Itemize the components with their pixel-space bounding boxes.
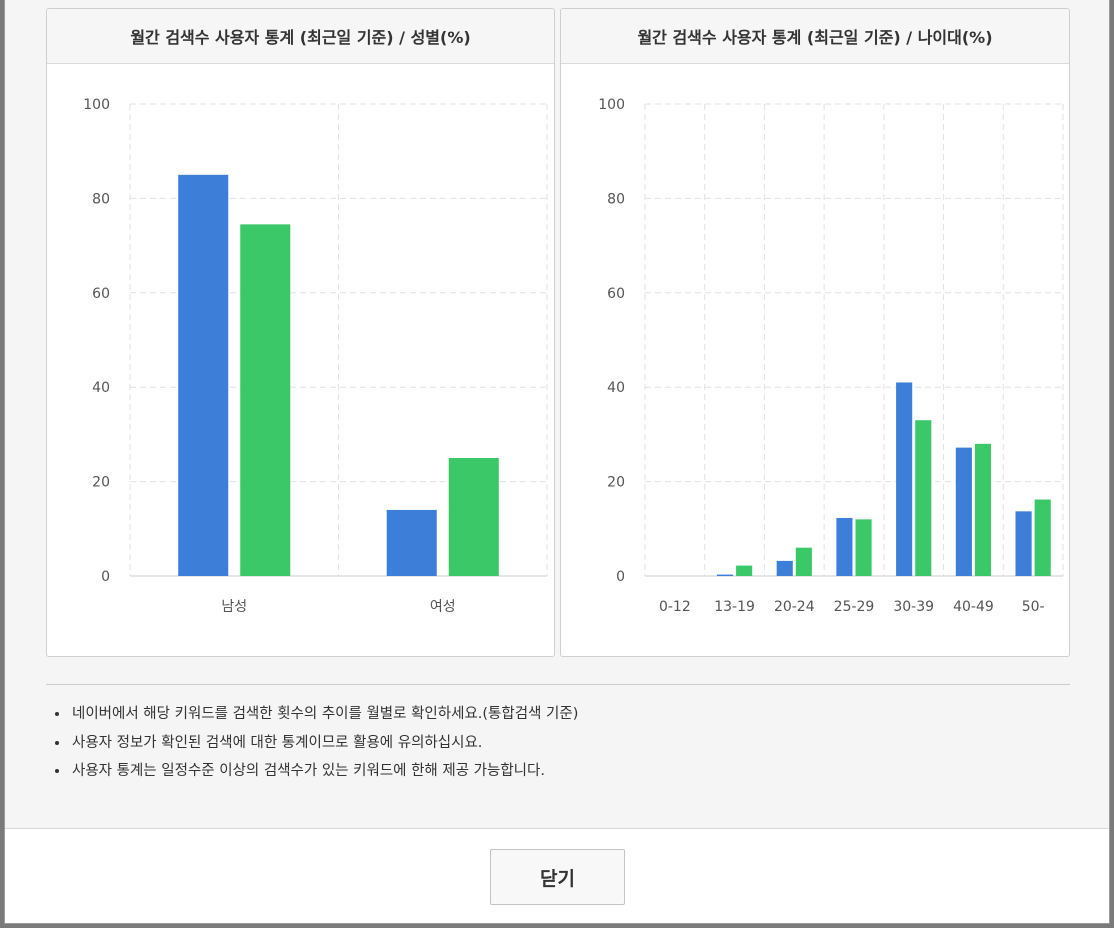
- y-tick-label: 60: [92, 286, 110, 302]
- bar-series-2: [855, 519, 872, 576]
- bar-series-1: [776, 560, 793, 576]
- bar-series-1: [1015, 511, 1032, 576]
- y-tick-label: 60: [607, 286, 625, 302]
- y-tick-label: 40: [607, 380, 625, 396]
- y-tick-label: 20: [92, 475, 110, 491]
- note-item: 네이버에서 해당 키워드를 검색한 횟수의 추이를 월별로 확인하세요.(통합검…: [70, 700, 578, 729]
- age-chart-title: 월간 검색수 사용자 통계 (최근일 기준) / 나이대(%): [561, 9, 1069, 64]
- bar-series-2: [736, 565, 753, 576]
- y-tick-label: 80: [607, 191, 625, 207]
- x-tick-label: 25-29: [834, 599, 875, 615]
- divider: [46, 684, 1070, 685]
- bar-series-2: [240, 224, 291, 577]
- note-item: 사용자 통계는 일정수준 이상의 검색수가 있는 키워드에 한해 제공 가능합니…: [70, 757, 578, 786]
- bar-series-2: [795, 547, 812, 576]
- x-tick-label: 여성: [430, 599, 456, 615]
- bar-series-2: [915, 420, 932, 576]
- notes-list: 네이버에서 해당 키워드를 검색한 횟수의 추이를 월별로 확인하세요.(통합검…: [46, 700, 578, 786]
- bar-series-1: [836, 517, 853, 576]
- gender-chart-panel: 월간 검색수 사용자 통계 (최근일 기준) / 성별(%) 0 20 40 60 80…: [46, 8, 555, 657]
- bar-series-1: [386, 509, 437, 576]
- y-tick-label: 0: [616, 569, 625, 585]
- x-tick-label: 13-19: [714, 599, 755, 615]
- x-tick-label: 20-24: [774, 599, 815, 615]
- y-tick-label: 0: [101, 569, 110, 585]
- age-chart: 0 20 40 60 80 100 0-12 13-19 20-24 25-29 30-39 40-4…: [598, 97, 1064, 615]
- bar-series-2: [974, 443, 992, 576]
- close-button[interactable]: 닫기: [490, 849, 625, 905]
- y-tick-label: 100: [83, 97, 110, 113]
- x-tick-label: 50-: [1022, 599, 1045, 615]
- y-tick-label: 80: [92, 191, 110, 207]
- bar-series-1: [716, 574, 734, 576]
- y-tick-label: 20: [607, 475, 625, 491]
- bar-series-1: [955, 447, 972, 576]
- bar-series-1: [178, 174, 229, 577]
- gender-chart-title: 월간 검색수 사용자 통계 (최근일 기준) / 성별(%): [47, 9, 554, 64]
- statistics-dialog: 월간 검색수 사용자 통계 (최근일 기준) / 성별(%) 0 20 40 60 80…: [4, 0, 1110, 924]
- bar-series-2: [448, 458, 499, 576]
- gender-chart: 0 20 40 60 80 100 남성 여성: [83, 97, 548, 615]
- x-tick-label: 30-39: [893, 599, 934, 615]
- dialog-content: 월간 검색수 사용자 통계 (최근일 기준) / 성별(%) 0 20 40 60 80…: [5, 0, 1109, 829]
- x-tick-label: 40-49: [953, 599, 994, 615]
- bar-series-2: [1034, 499, 1051, 576]
- bar-series-1: [896, 382, 913, 576]
- y-tick-label: 40: [92, 380, 110, 396]
- x-tick-label: 0-12: [659, 599, 691, 615]
- y-tick-label: 100: [598, 97, 625, 113]
- note-item: 사용자 정보가 확인된 검색에 대한 통계이므로 활용에 유의하십시요.: [70, 729, 578, 758]
- age-chart-panel: 월간 검색수 사용자 통계 (최근일 기준) / 나이대(%) 0 20 40 60 8…: [560, 8, 1070, 657]
- x-tick-label: 남성: [221, 599, 247, 615]
